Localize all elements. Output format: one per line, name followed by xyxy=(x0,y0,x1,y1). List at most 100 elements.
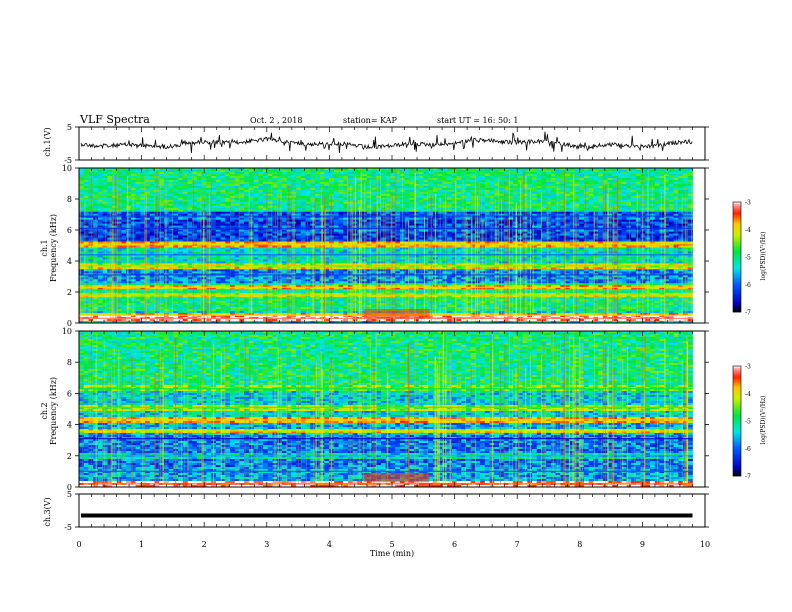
spec-cell xyxy=(93,213,99,217)
spec-cell xyxy=(461,229,467,232)
spec-cell xyxy=(366,219,372,223)
spec-cell xyxy=(588,221,594,225)
spec-cell xyxy=(527,225,533,229)
spec-cell xyxy=(267,177,273,181)
spec-cell xyxy=(447,191,453,195)
spec-cell xyxy=(541,169,547,173)
spec-cell xyxy=(97,187,103,191)
spec-cell xyxy=(329,177,335,181)
spec-cell xyxy=(192,173,198,177)
spec-cell xyxy=(79,168,85,171)
spec-cell xyxy=(211,201,217,205)
spec-cell xyxy=(541,213,547,217)
spec-cell xyxy=(178,173,184,177)
spec-cell xyxy=(376,191,382,195)
spec-cell xyxy=(324,203,330,207)
spec-cell xyxy=(616,171,623,175)
spec-cell xyxy=(277,175,283,179)
spec-cell xyxy=(230,217,236,221)
spec-cell xyxy=(664,225,670,229)
spec-cell xyxy=(116,201,122,205)
spec-cell xyxy=(239,215,245,219)
spec-cell xyxy=(267,201,273,205)
spec-cell xyxy=(659,191,665,195)
spec-cell xyxy=(319,191,325,195)
spec-cell xyxy=(678,175,684,179)
spec-cell xyxy=(536,225,542,229)
station-label: station= KAP xyxy=(343,116,398,125)
spec-cell xyxy=(513,195,519,199)
spec-cell xyxy=(659,187,665,191)
spec-cell xyxy=(211,203,217,207)
spec-cell xyxy=(220,169,226,173)
spec-cell xyxy=(635,219,641,223)
spec-cell xyxy=(130,211,137,215)
spec-cell xyxy=(465,183,472,187)
spec-cell xyxy=(541,205,547,209)
spec-cell xyxy=(192,195,198,199)
spec-cell xyxy=(414,187,420,191)
spec-cell xyxy=(607,231,613,234)
spec-cell xyxy=(574,205,580,209)
spec-cell xyxy=(112,201,118,205)
spec-cell xyxy=(381,209,387,213)
spec-cell xyxy=(329,185,335,189)
spec-cell xyxy=(192,207,198,211)
spec-cell xyxy=(324,168,330,171)
spec-cell xyxy=(201,211,207,215)
spec-cell xyxy=(93,219,99,223)
spec-cell xyxy=(126,195,132,199)
spec-cell xyxy=(583,187,590,191)
spec-cell xyxy=(503,189,509,193)
spec-cell xyxy=(196,197,203,201)
spec-cell xyxy=(546,217,552,221)
spec-cell xyxy=(97,189,103,193)
spec-cell xyxy=(206,197,212,201)
spec-cell xyxy=(664,217,670,221)
spec-cell xyxy=(470,171,476,175)
spec-cell xyxy=(447,207,453,211)
spec-cell xyxy=(654,221,660,225)
spec-cell xyxy=(97,229,103,232)
spec-cell xyxy=(121,205,127,209)
spec-cell xyxy=(357,197,363,201)
spec-cell xyxy=(300,169,306,173)
spec-cell xyxy=(130,217,137,221)
spec-cell xyxy=(569,181,575,185)
spec-cell xyxy=(550,181,557,185)
spec-cell xyxy=(220,229,226,232)
spec-cell xyxy=(480,187,486,191)
spec-cell xyxy=(178,191,184,195)
spec-cell xyxy=(168,193,174,197)
spec-cell xyxy=(654,207,660,211)
spec-cell xyxy=(626,197,632,201)
spec-cell xyxy=(635,211,641,215)
spec-cell xyxy=(588,193,594,197)
spec-cell xyxy=(428,207,434,211)
spec-cell xyxy=(612,213,618,217)
spec-cell xyxy=(381,191,387,195)
spec-cell xyxy=(607,219,613,223)
spec-cell xyxy=(154,221,160,225)
spec-cell xyxy=(456,173,462,177)
spec-cell xyxy=(536,169,542,173)
spec-cell xyxy=(390,207,396,211)
spec-cell xyxy=(376,169,382,173)
spec-cell xyxy=(310,189,316,193)
spec-cell xyxy=(635,225,641,229)
spec-cell xyxy=(484,205,490,209)
spec-cell xyxy=(178,207,184,211)
spec-cell xyxy=(456,229,462,232)
spec-cell xyxy=(97,177,103,181)
spec-cell xyxy=(333,221,339,225)
spec-cell xyxy=(357,175,363,179)
spec-cell xyxy=(300,217,306,221)
spec-cell xyxy=(480,189,486,193)
spec-cell xyxy=(253,231,259,234)
spec-cell xyxy=(494,207,500,211)
spec-cell xyxy=(414,213,420,217)
spec-cell xyxy=(244,168,250,171)
spec-cell xyxy=(173,229,179,232)
spec-cell xyxy=(678,195,684,199)
spec-cell xyxy=(612,181,618,185)
